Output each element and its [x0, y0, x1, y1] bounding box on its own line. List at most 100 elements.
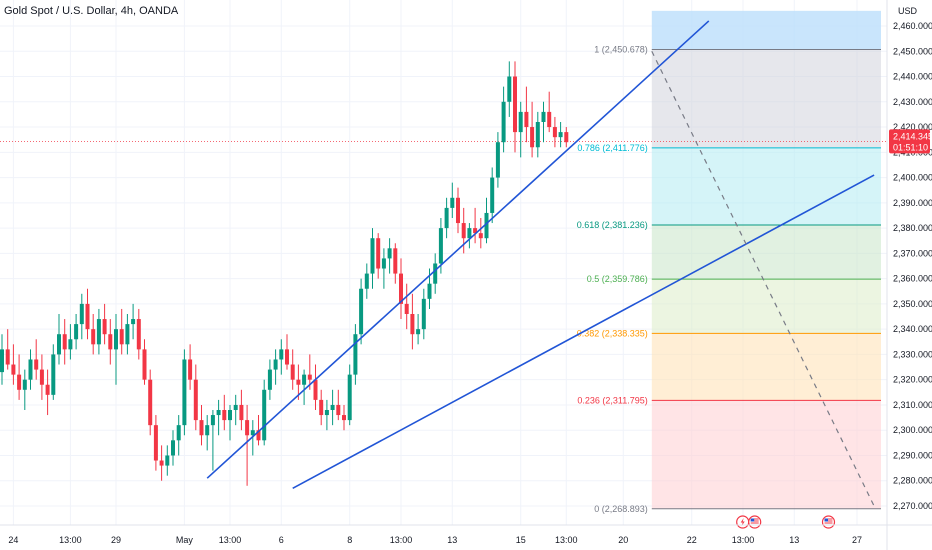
fib-level-label: 0.786 (2,411.776) [577, 143, 647, 153]
fib-zone [651, 400, 881, 509]
candle-body [285, 349, 289, 365]
us-flag-icon[interactable] [748, 515, 762, 529]
candle [507, 61, 512, 117]
trend-lines[interactable] [206, 20, 875, 507]
price-axis[interactable]: 2,270.000 2,280.000 2,290.000 2,300.000 2,31… [893, 21, 932, 511]
fib-zone [651, 147, 881, 225]
fib-zone [651, 49, 881, 148]
candle [262, 379, 267, 446]
candle [387, 238, 392, 274]
candle-body [518, 111, 523, 133]
candle-body [273, 359, 278, 370]
candle-body [57, 334, 61, 355]
candle [433, 253, 438, 294]
candle-body [28, 359, 33, 380]
y-tick-label: 2,310.000 [893, 400, 932, 410]
candle [171, 430, 175, 466]
candle [205, 415, 210, 451]
candle-body [319, 399, 324, 416]
x-tick-label: 13:00 [219, 535, 242, 545]
candle [114, 314, 118, 385]
candle [524, 86, 529, 143]
candle-body [410, 314, 415, 335]
x-tick-label: 15 [516, 535, 526, 545]
candle [535, 111, 540, 158]
candle [34, 339, 39, 380]
candle-body [262, 389, 267, 441]
candle-body [45, 384, 50, 395]
candle-body [547, 111, 552, 128]
projection-line[interactable] [651, 50, 875, 507]
trend-line[interactable] [292, 174, 875, 490]
y-tick-label: 2,380.000 [893, 223, 932, 233]
candle [5, 329, 10, 370]
candle [239, 389, 244, 431]
candle-body [245, 420, 250, 436]
candle-body [456, 197, 460, 224]
y-tick-label: 2,350.000 [893, 299, 932, 309]
candle-body [210, 415, 215, 426]
candle-body [478, 233, 483, 239]
x-tick-label: 27 [852, 535, 862, 545]
candle-body [387, 248, 392, 259]
candle-body [267, 369, 272, 390]
candle [102, 303, 107, 345]
candle [228, 404, 232, 441]
candle-body [142, 349, 147, 380]
candle-body [364, 273, 369, 289]
candle [188, 344, 193, 390]
candle-body [495, 142, 500, 178]
candle [148, 369, 153, 436]
y-tick-label: 2,430.000 [893, 97, 932, 107]
y-tick-label: 2,440.000 [893, 72, 932, 82]
candle [119, 308, 124, 355]
candle [11, 344, 16, 385]
candle-body [205, 425, 210, 436]
candle [108, 319, 113, 365]
y-tick-label: 2,290.000 [893, 450, 932, 460]
fibonacci-retracement[interactable]: 1 (2,450.678) 0.786 (2,411.776) 0.618 (2,3… [0, 10, 887, 514]
time-axis[interactable]: 24 13:00 29 May 13:00 6 8 13:00 13 15 13:00 20 22 13:… [8, 535, 862, 545]
candle-body [421, 298, 426, 330]
candle [353, 324, 358, 385]
candle [564, 127, 569, 148]
candle-body [433, 263, 438, 284]
candle-body [279, 349, 284, 360]
x-tick-label: 13:00 [555, 535, 578, 545]
candle-body [256, 430, 261, 441]
candle-body [176, 425, 181, 441]
candle [279, 339, 284, 375]
currency-label[interactable]: USD [898, 6, 918, 16]
candle-body [5, 349, 10, 365]
candle-body [484, 212, 489, 239]
candle [319, 389, 324, 426]
candle [421, 288, 426, 340]
candle [376, 233, 381, 279]
candle [45, 369, 50, 416]
candle [153, 415, 158, 471]
candle-body [34, 359, 39, 370]
y-tick-label: 2,400.000 [893, 173, 932, 183]
us-flag-icon[interactable] [821, 515, 836, 529]
candle-body [250, 430, 255, 436]
candle [478, 218, 483, 249]
lightning-icon[interactable] [736, 515, 750, 529]
x-tick-label: 8 [347, 535, 352, 545]
candle [273, 349, 278, 385]
bar-countdown: 01:51:10 [893, 142, 928, 152]
candle [39, 354, 44, 400]
trend-line[interactable] [206, 20, 710, 479]
candle [399, 258, 403, 320]
candle-body [450, 197, 455, 208]
candle-body [17, 374, 22, 390]
candle-body [228, 410, 232, 421]
fib-zone [651, 279, 881, 334]
y-tick-label: 2,420.000 [893, 122, 932, 132]
candle-body [233, 404, 238, 410]
candle-body [541, 111, 546, 122]
fib-zone-top [651, 10, 881, 50]
candle-body [74, 324, 79, 340]
y-tick-label: 2,340.000 [893, 324, 932, 334]
candle-body [102, 319, 107, 335]
